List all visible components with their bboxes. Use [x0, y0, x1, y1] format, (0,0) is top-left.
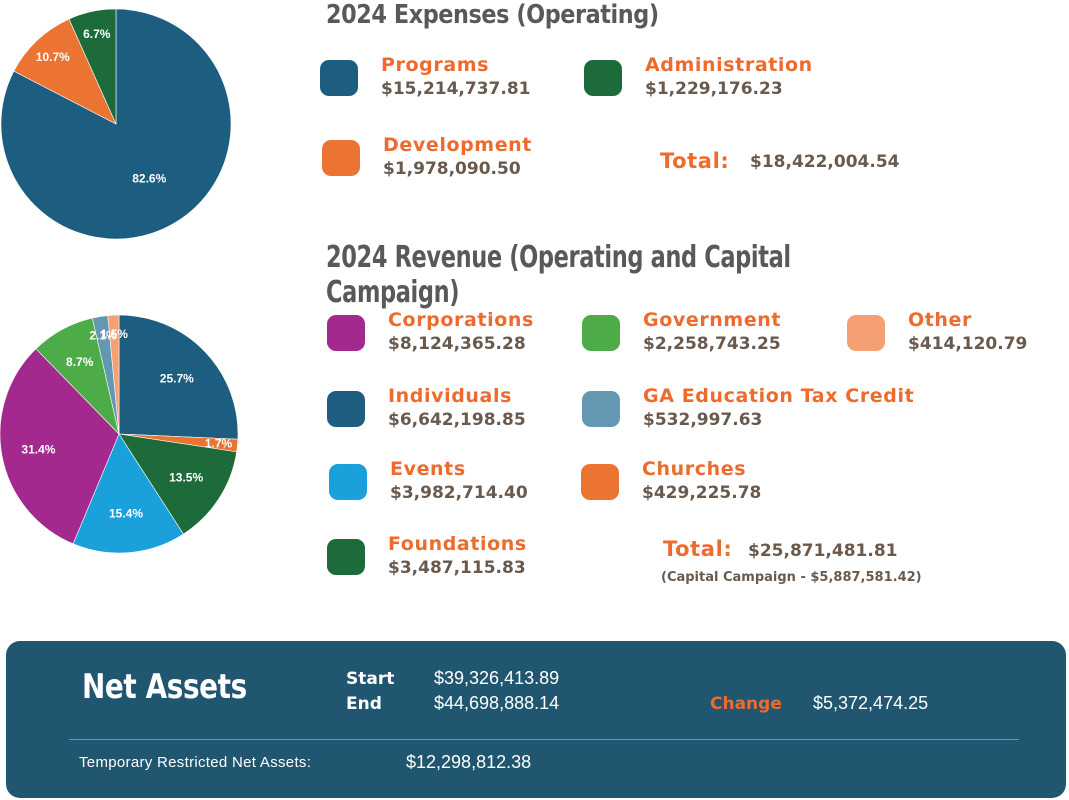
- legend-label: Churches: [642, 458, 747, 480]
- pie-data-label: 10.7%: [36, 50, 70, 64]
- swatch-development: [322, 140, 360, 176]
- end-value: $44,698,888.14: [434, 693, 560, 713]
- pie-slice-programs: [0, 8, 232, 240]
- expenses-total-value: $18,422,004.54: [750, 152, 900, 172]
- revenue-pie-chart: 25.7% 1.7% 13.5% 15.4% 31.4% 8.7% 2.1%1.5%: [0, 314, 239, 554]
- expenses-total-label: Total:: [660, 149, 730, 173]
- net-assets-panel: Net Assets Start $39,326,413.89 End $44,…: [6, 641, 1066, 798]
- start-label: Start: [346, 669, 395, 689]
- temp-restricted-value: $12,298,812.38: [406, 752, 532, 772]
- swatch-individuals: [327, 391, 365, 427]
- pie-data-label: 15.4%: [109, 507, 143, 521]
- swatch-corporations: [327, 315, 365, 351]
- pie-data-label: 13.5%: [169, 471, 203, 485]
- swatch-programs: [320, 60, 358, 96]
- revenue-total-label: Total:: [663, 537, 733, 561]
- pie-data-label: 2.1%: [89, 328, 117, 342]
- swatch-administration: [584, 60, 622, 96]
- pie-data-label: 8.7%: [66, 355, 94, 369]
- pie-slice-corporations: [0, 348, 120, 545]
- capital-campaign-note: (Capital Campaign - $5,887,581.42): [661, 570, 922, 585]
- pie-slice-development: [13, 18, 117, 125]
- start-value: $39,326,413.89: [434, 668, 560, 688]
- net-assets-title: Net Assets: [82, 667, 247, 707]
- pie-data-label: 25.7%: [160, 372, 194, 386]
- swatch-events: [329, 464, 367, 500]
- legend-label: Corporations: [388, 309, 534, 331]
- legend-value: $8,124,365.28: [388, 334, 526, 354]
- temp-restricted-label: Temporary Restricted Net Assets:: [79, 754, 312, 771]
- pie-slice-events: [72, 433, 184, 554]
- legend-label: Foundations: [388, 533, 527, 555]
- legend-label: Administration: [645, 54, 813, 76]
- legend-label: Development: [383, 134, 532, 156]
- pie-data-label: 31.4%: [21, 442, 55, 456]
- swatch-government: [582, 315, 620, 351]
- swatch-other: [847, 315, 885, 351]
- swatch-foundations: [327, 539, 365, 575]
- revenue-total-value: $25,871,481.81: [748, 541, 898, 561]
- legend-label: Programs: [381, 54, 490, 76]
- change-label: Change: [710, 694, 782, 714]
- pie-data-label: 1.5%: [101, 327, 129, 341]
- pie-slice-administration: [68, 8, 117, 125]
- pie-data-label: 82.6%: [132, 172, 166, 186]
- legend-value: $3,487,115.83: [388, 558, 526, 578]
- legend-value: $429,225.78: [642, 483, 762, 503]
- legend-value: $6,642,198.85: [388, 410, 526, 430]
- swatch-ga-education-tax-credit: [582, 391, 620, 427]
- legend-label: Government: [643, 309, 782, 331]
- panel-divider: [69, 739, 1019, 740]
- legend-value: $1,978,090.50: [383, 159, 521, 179]
- pie-slice-individuals: [118, 314, 239, 440]
- legend-value: $2,258,743.25: [643, 334, 781, 354]
- legend-label: Events: [390, 458, 466, 480]
- expenses-pie-chart: 82.6% 10.7% 6.7%: [0, 8, 232, 240]
- legend-label: Individuals: [388, 385, 512, 407]
- legend-label: Other: [908, 309, 973, 331]
- legend-value: $3,982,714.40: [390, 483, 528, 503]
- swatch-churches: [581, 464, 619, 500]
- legend-label: GA Education Tax Credit: [643, 385, 915, 407]
- legend-value: $15,214,737.81: [381, 79, 531, 99]
- pie-data-label: 6.7%: [83, 27, 111, 41]
- expenses-title: 2024 Expenses (Operating): [326, 0, 659, 30]
- change-value: $5,372,474.25: [813, 693, 929, 713]
- revenue-title: 2024 Revenue (Operating and Capital Camp…: [326, 240, 791, 310]
- pie-slice-other: [107, 314, 120, 435]
- legend-value: $1,229,176.23: [645, 79, 783, 99]
- end-label: End: [346, 694, 382, 714]
- legend-value: $414,120.79: [908, 334, 1028, 354]
- pie-slice-foundations: [118, 433, 237, 535]
- legend-value: $532,997.63: [643, 410, 763, 430]
- pie-data-label: 1.7%: [205, 437, 233, 451]
